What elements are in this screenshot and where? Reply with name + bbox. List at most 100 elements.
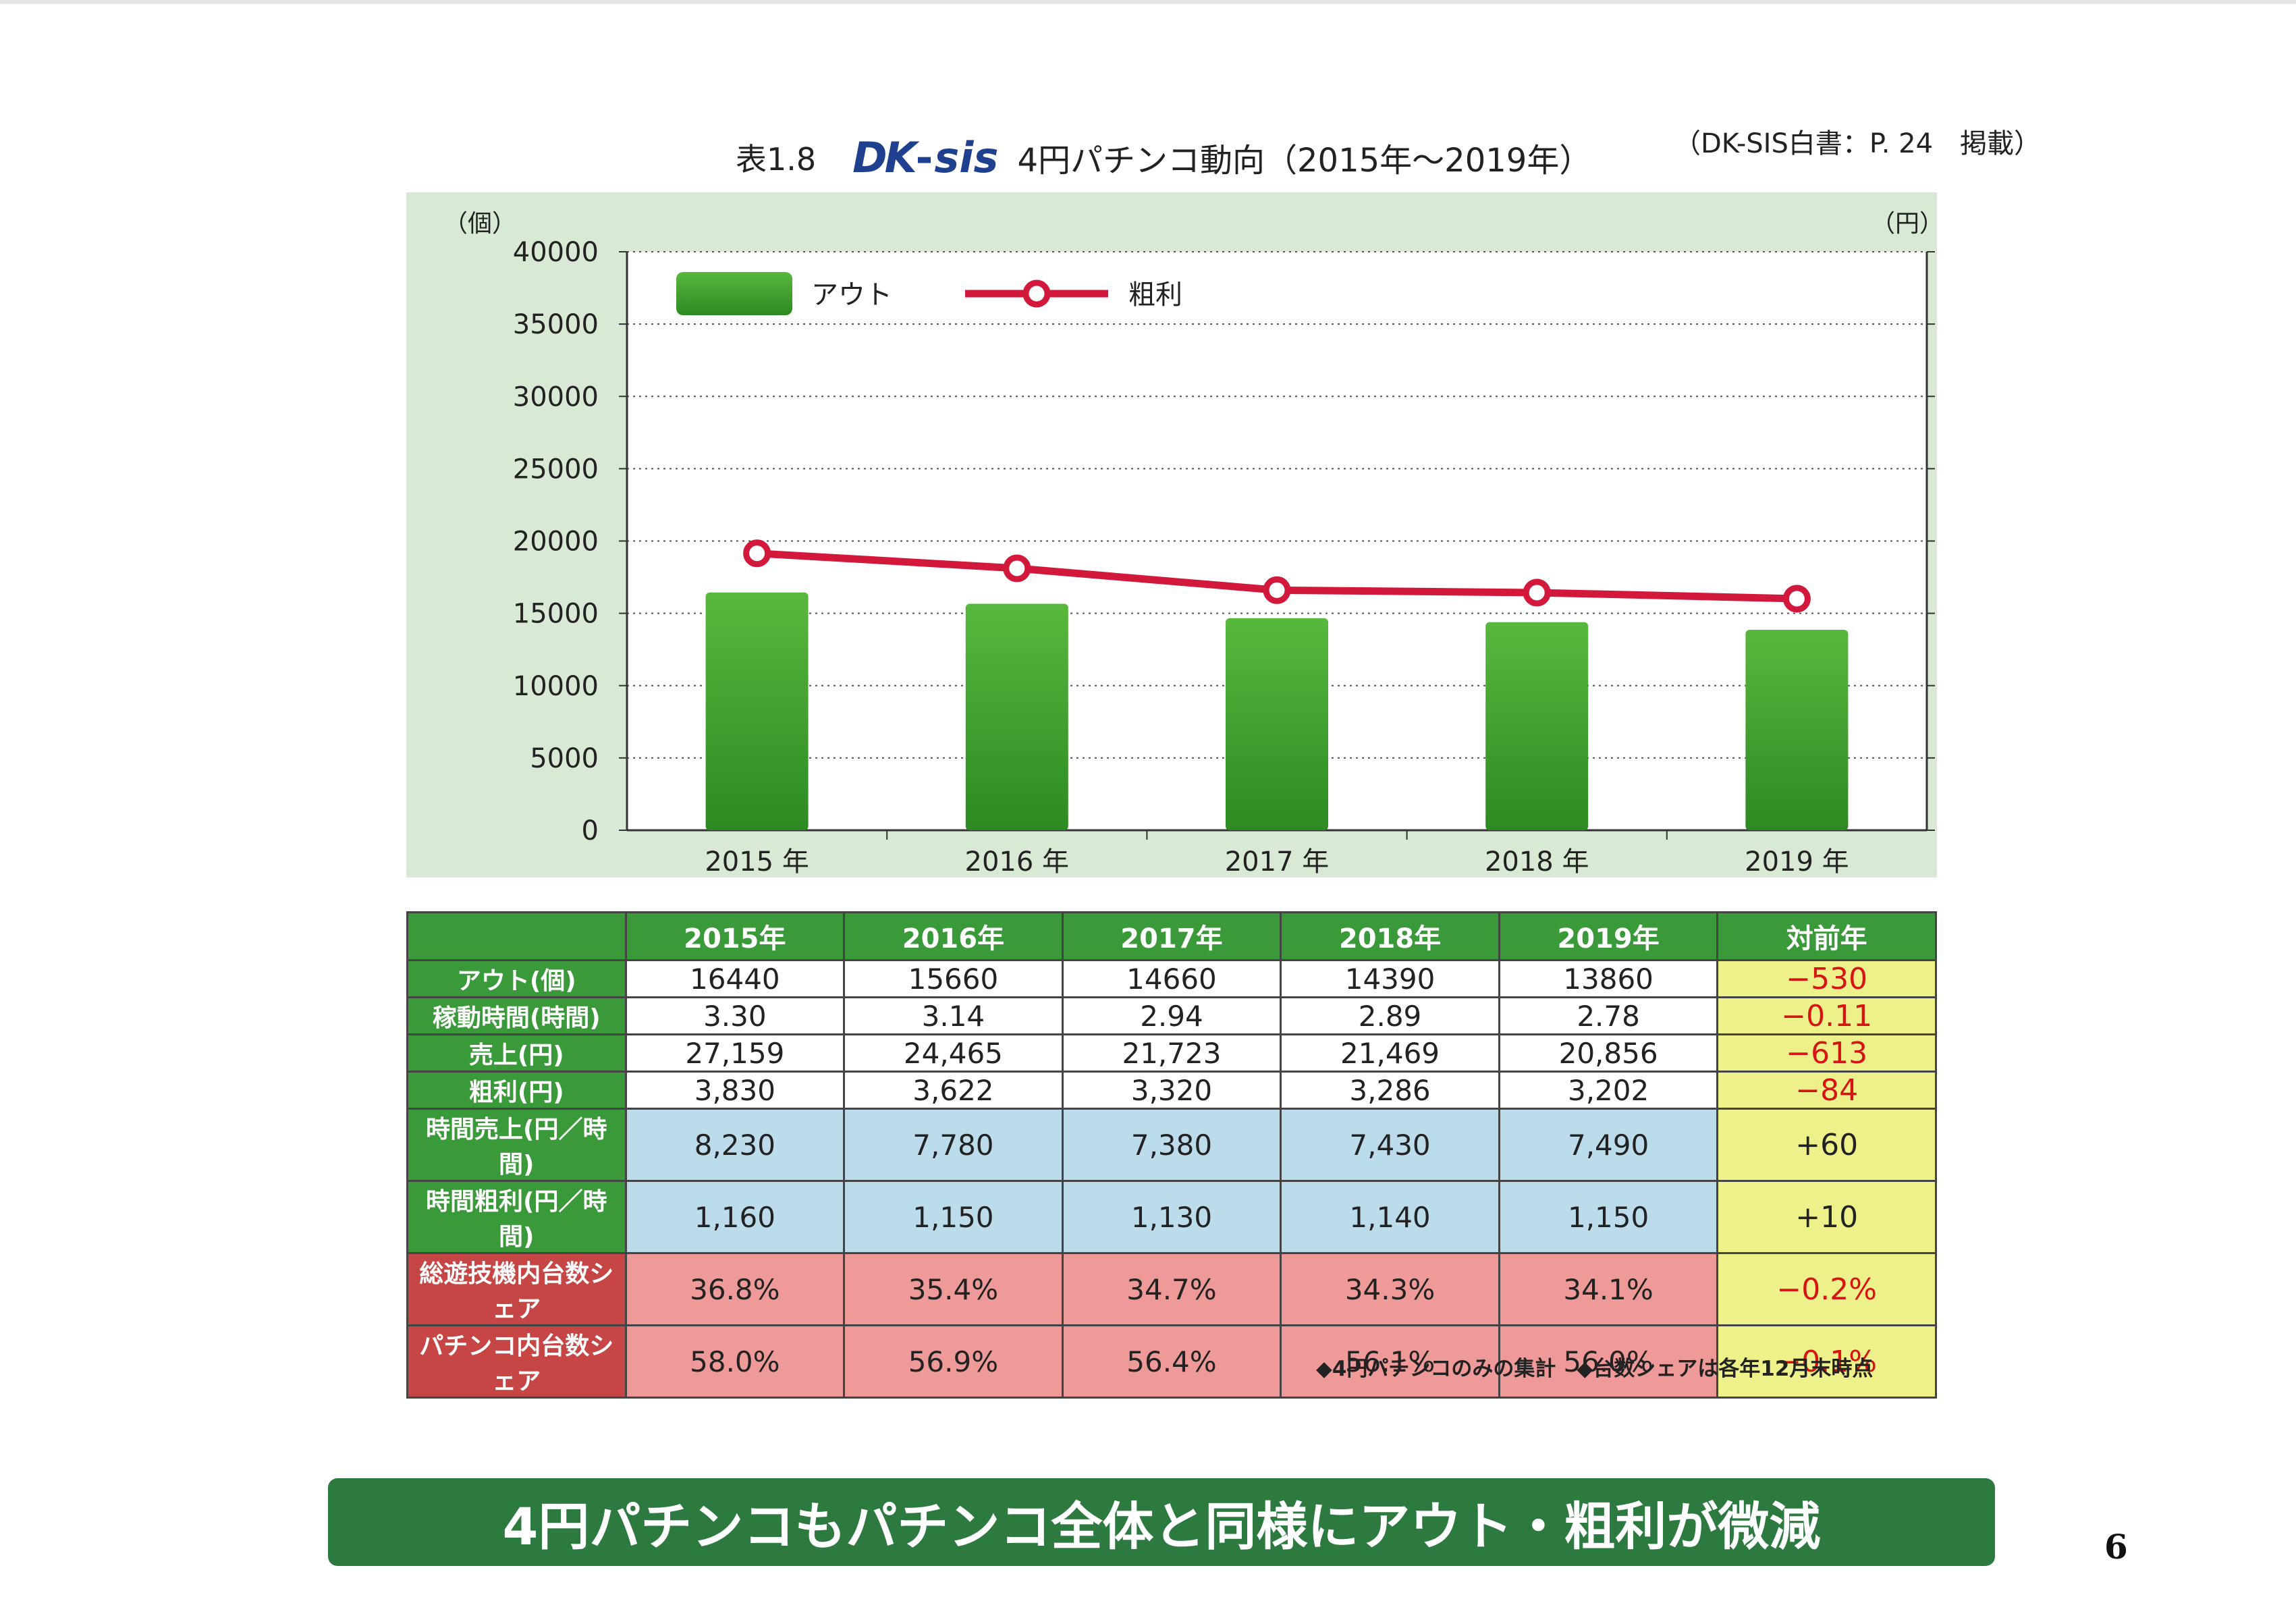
table-row: 総遊技機内台数シェア 36.8% 35.4% 34.7% 34.3% 34.1% −0.2% [406,1252,1937,1326]
table-cell: 7,490 [1498,1108,1719,1182]
table-number: 表1.8 [736,141,817,178]
table-cell: 3,830 [624,1071,846,1110]
col-header-2015: 2015年 [624,911,846,961]
x-tick-label: 2015 年 [705,846,809,877]
table-cell: 34.7% [1061,1252,1282,1326]
yoy-cell: −84 [1716,1071,1937,1110]
table-cell: 3,286 [1280,1071,1500,1110]
left-tick-label: 35000 [513,309,599,340]
legend-bar-swatch [676,272,792,315]
top-border-line [0,0,2296,4]
table-cell: 1,150 [1498,1180,1719,1254]
table-cell: 36.8% [624,1252,846,1326]
table-cell: 3.30 [624,996,846,1035]
logo-sis-text: sis [934,132,999,182]
row-label: 総遊技機内台数シェア [406,1252,627,1326]
x-tick-label: 2016 年 [965,846,1070,877]
table-cell: 2.89 [1280,996,1500,1035]
table-cell: 3,202 [1498,1071,1719,1110]
table-cell: 56.9% [843,1324,1064,1399]
table-cell: 1,130 [1061,1180,1282,1254]
col-header-2016: 2016年 [843,911,1064,961]
chart-area: 0050001,000100002,000150003,000200004,00… [406,192,1937,877]
table-cell: 15660 [843,959,1064,998]
bar [1485,622,1589,830]
bar [965,603,1068,830]
bar [705,592,809,830]
logo-dk-text: DK [852,132,917,182]
table-cell: 1,140 [1280,1180,1500,1254]
left-tick-label: 25000 [513,454,599,485]
row-label: パチンコ内台数シェア [406,1324,627,1399]
bar [1226,618,1328,830]
yoy-cell: −0.1% [1716,1324,1937,1399]
yoy-cell: −530 [1716,959,1937,998]
table-cell: 2.78 [1498,996,1719,1035]
left-axis-unit: （個） [443,210,516,238]
row-label: 稼動時間(時間) [406,996,627,1035]
gross-profit-point [1782,585,1811,613]
table-cell: 3,622 [843,1071,1064,1110]
table-cell: 14390 [1280,959,1500,998]
yoy-cell: +60 [1716,1108,1937,1182]
chart-title: 4円パチンコ動向（2015年～2019年） [1017,142,1592,180]
left-tick-label: 30000 [513,381,599,412]
chart-title-row: 表1.8 DK - sis 4円パチンコ動向（2015年～2019年） [736,127,1591,188]
gross-profit-point [1523,578,1551,607]
left-tick-label: 10000 [513,671,599,702]
page-number: 6 [2104,1527,2128,1567]
table-cell: 7,780 [843,1108,1064,1182]
table-cell: 56.4% [1061,1324,1282,1399]
table-cell: 16440 [624,959,846,998]
table-cell: 34.3% [1280,1252,1500,1326]
table-cell: 1,150 [843,1180,1064,1254]
table-cell: 7,430 [1280,1108,1500,1182]
table-cell: 56.1% [1280,1324,1500,1399]
col-header-2019: 2019年 [1498,911,1719,961]
gross-profit-point [1003,554,1031,583]
gross-profit-point [1263,576,1291,604]
data-table: 2015年 2016年 2017年 2018年 2019年 対前年 アウト(個)… [406,911,1937,1399]
table-corner-cell [406,911,627,961]
legend-line-marker [1022,279,1051,308]
source-citation: （DK-SIS白書：P. 24 掲載） [1674,128,2042,159]
legend-label-profit: 粗利 [1128,279,1182,310]
table-cell: 20,856 [1498,1033,1719,1073]
col-header-yoy: 対前年 [1716,911,1937,961]
bar [1745,630,1849,830]
gross-profit-point [743,539,771,568]
col-header-2018: 2018年 [1280,911,1500,961]
footnotes: ◆4円パチンコのみの集計 ◆台数シェアは各年12月末時点 [1316,1357,1874,1381]
yoy-cell: −0.2% [1716,1252,1937,1326]
table-cell: 8,230 [624,1108,846,1182]
table-cell: 58.0% [624,1324,846,1399]
table-cell: 21,723 [1061,1033,1282,1073]
x-tick-label: 2018 年 [1485,846,1589,877]
right-axis-unit: （円） [1871,210,1937,238]
row-label: 時間粗利(円／時間) [406,1180,627,1254]
table-row: 粗利(円) 3,830 3,622 3,320 3,286 3,202 −84 [406,1071,1937,1110]
row-label: 売上(円) [406,1033,627,1073]
table-row: パチンコ内台数シェア 58.0% 56.9% 56.4% 56.1% 56.0% −0.1% [406,1324,1937,1399]
left-tick-label: 5000 [530,743,599,774]
dk-sis-logo: DK - sis [852,133,998,182]
row-label: 粗利(円) [406,1071,627,1110]
table-cell: 24,465 [843,1033,1064,1073]
logo-dash-text: - [915,132,933,182]
x-tick-label: 2017 年 [1225,846,1330,877]
legend-label-out: アウト [811,279,892,310]
table-cell: 35.4% [843,1252,1064,1326]
table-cell: 3.14 [843,996,1064,1035]
table-body: アウト(個) 16440 15660 14660 14390 13860 −530 稼動時間(… [406,959,1937,1399]
col-header-2017: 2017年 [1061,911,1282,961]
table-cell: 3,320 [1061,1071,1282,1110]
table-cell: 34.1% [1498,1252,1719,1326]
yoy-cell: −613 [1716,1033,1937,1073]
yoy-cell: −0.11 [1716,996,1937,1035]
combo-chart: 0050001,000100002,000150003,000200004,00… [443,210,1937,877]
left-tick-label: 40000 [513,237,599,268]
x-tick-label: 2019 年 [1745,846,1849,877]
table-cell: 1,160 [624,1180,846,1254]
yoy-cell: +10 [1716,1180,1937,1254]
table-cell: 7,380 [1061,1108,1282,1182]
